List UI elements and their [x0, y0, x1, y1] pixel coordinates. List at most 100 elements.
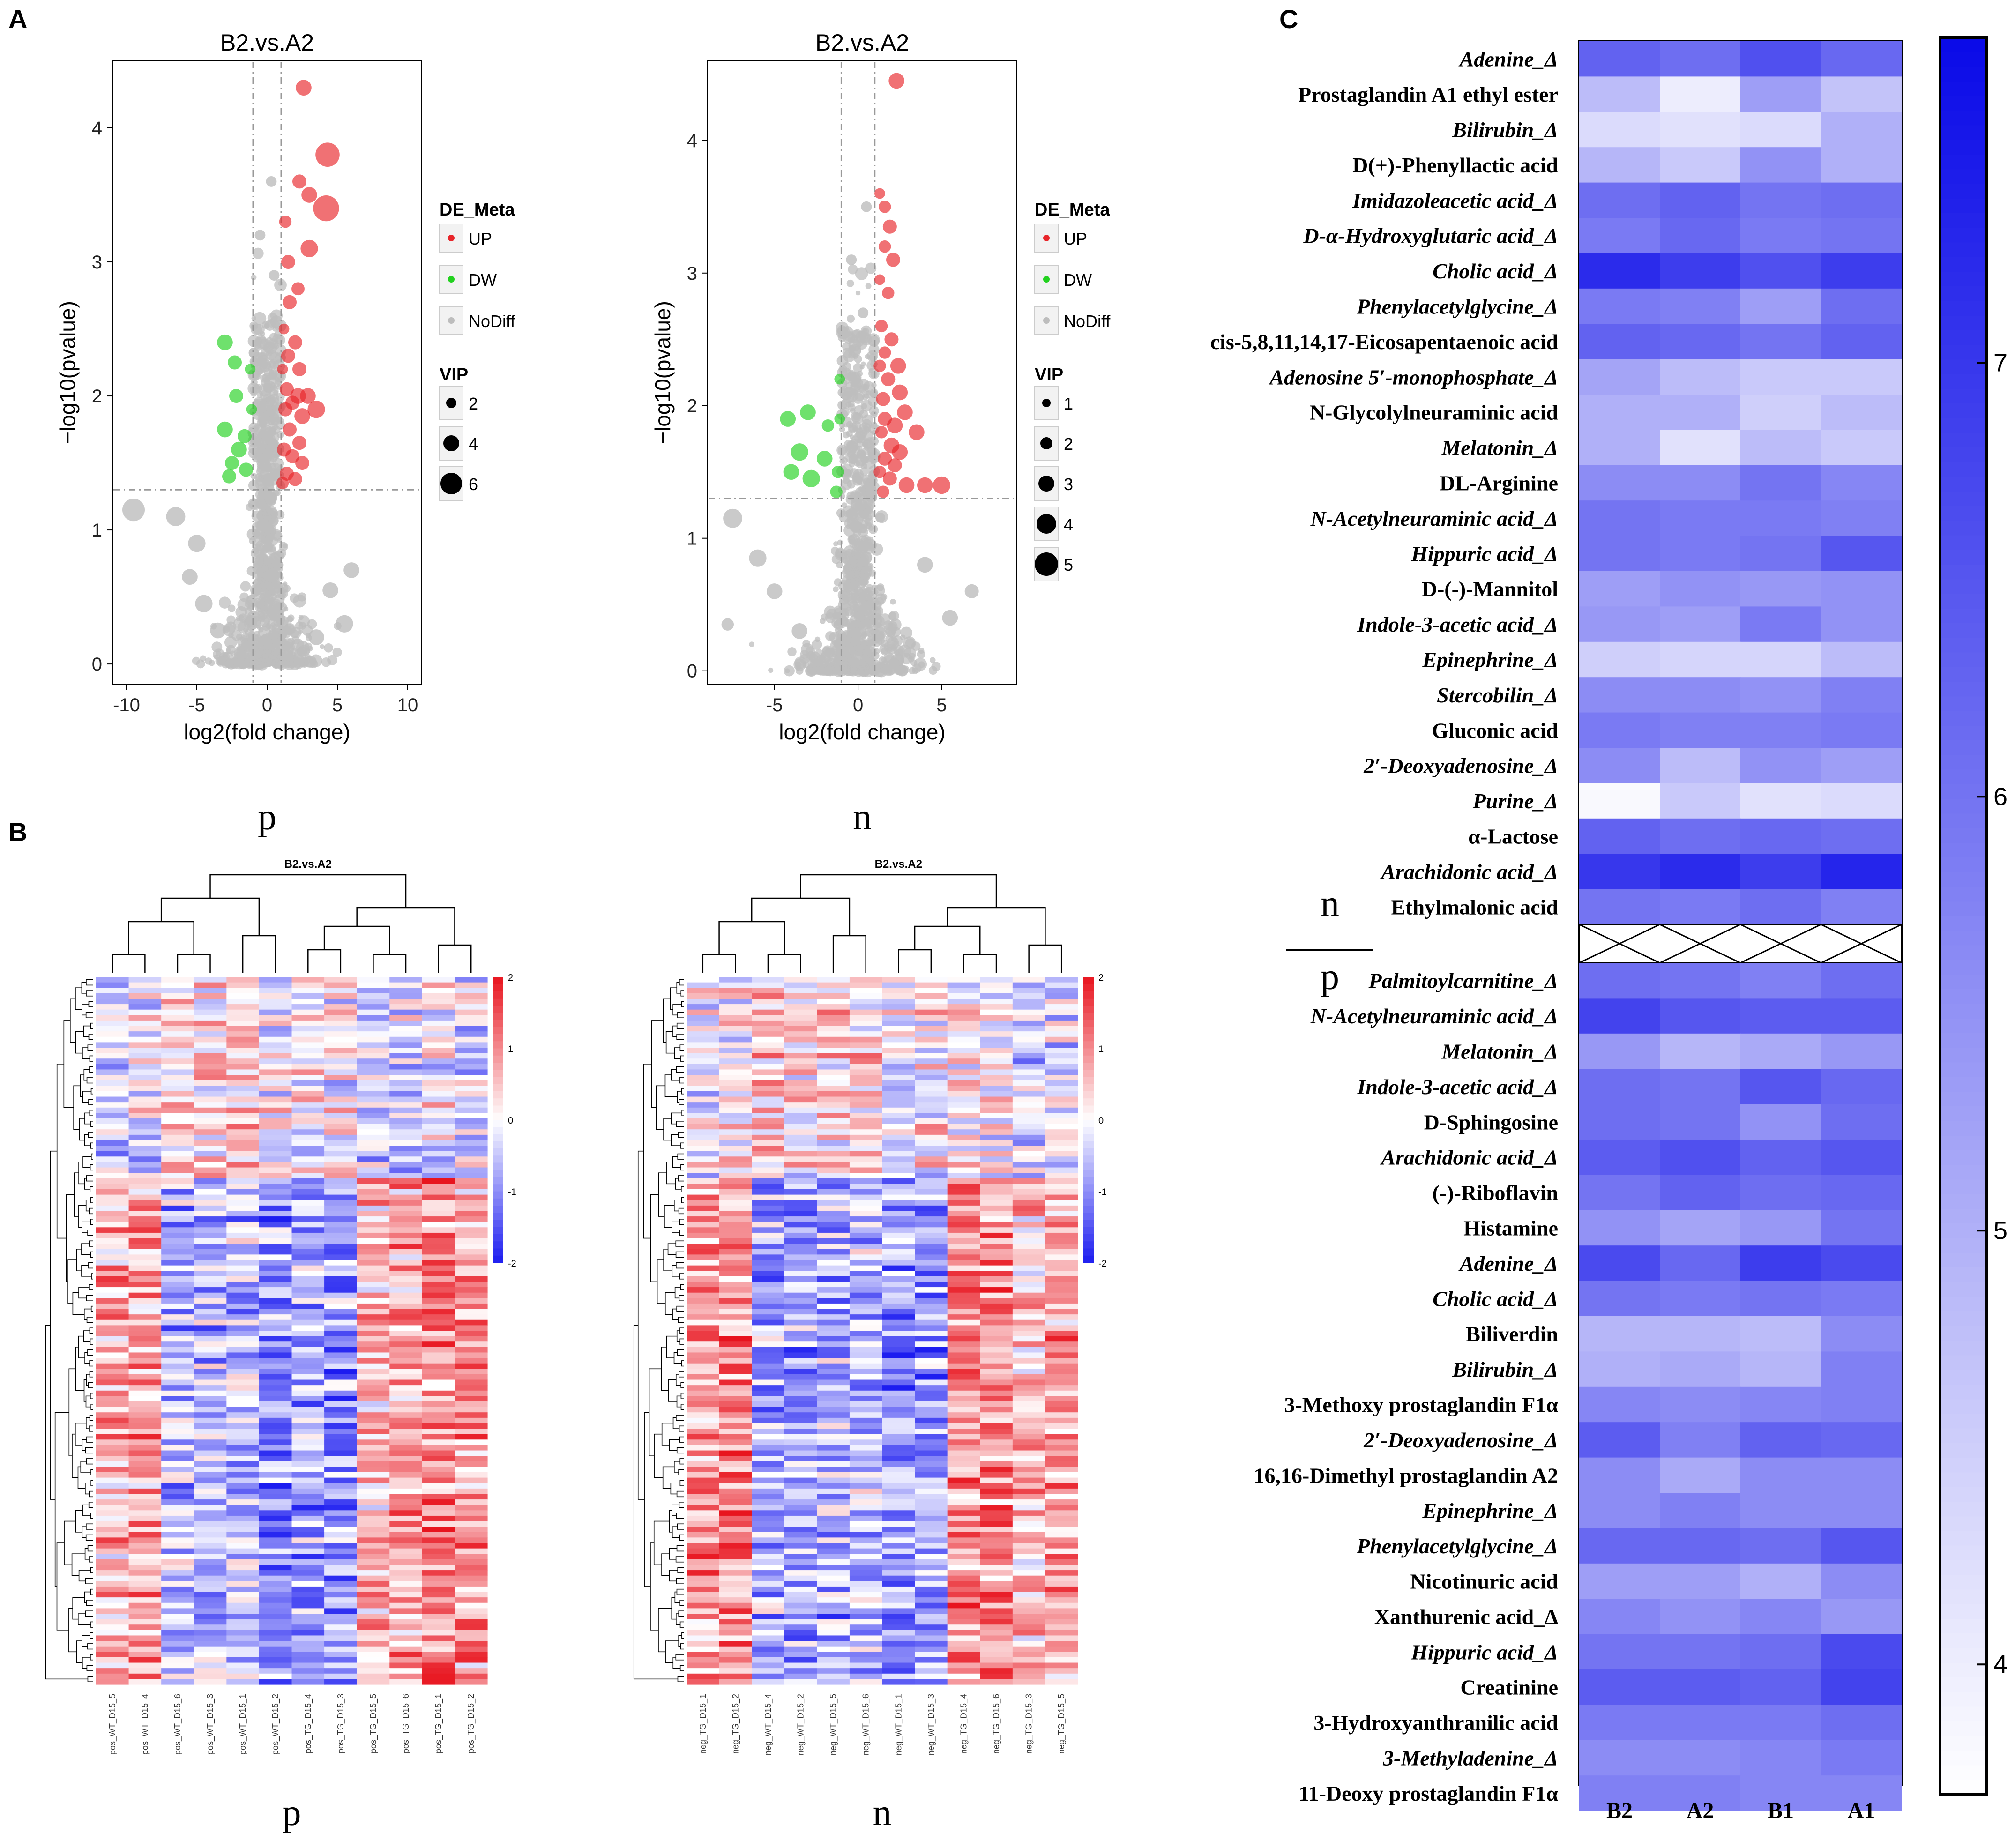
heatmap-cell [455, 1450, 488, 1456]
heatmap-cell [161, 1200, 194, 1206]
heatmap-cell [947, 1075, 980, 1081]
heatmap-cell [849, 1472, 883, 1478]
dendrogram-link [86, 1175, 93, 1182]
heatmap-cell [849, 1510, 883, 1516]
metabolite-point-up [278, 323, 290, 335]
heatmap-cell [194, 1211, 227, 1217]
heatmap-cell [752, 1205, 785, 1212]
heatmap-cell [96, 1227, 129, 1233]
heatmap-cell [817, 1124, 850, 1130]
heatmap-cell [882, 1096, 915, 1103]
heatmap-cell [947, 1292, 980, 1298]
heatmap-cell [915, 1319, 948, 1326]
heatmap-cell [947, 1336, 980, 1342]
heatmap-cell [226, 1630, 260, 1636]
heatmap-cell [226, 1282, 260, 1288]
heatmap-cell [194, 1515, 227, 1522]
heatmap-cell [784, 1494, 817, 1500]
heatmap-cell [1045, 1134, 1078, 1141]
dendrogram-link [90, 1022, 93, 1029]
heatmap-cell [357, 1325, 390, 1331]
heatmap-cell [291, 1080, 325, 1086]
heatmap-cell [752, 1505, 785, 1511]
heatmap-cell [752, 1341, 785, 1348]
heatmap-cell [455, 1020, 488, 1027]
heatmap-cell [161, 1336, 194, 1342]
heatmap-cell [849, 1314, 883, 1320]
heatmap-cell [291, 1537, 325, 1543]
heatmap-cell [719, 1358, 752, 1364]
color-scale-step [493, 1170, 503, 1177]
heatmap-cell [324, 1271, 358, 1277]
heatmap-cell [161, 982, 194, 988]
heatmap-cell [161, 1162, 194, 1168]
heatmap-cell [422, 1276, 455, 1282]
heatmap-cell [882, 1527, 915, 1533]
nodiff-point [846, 314, 855, 323]
heatmap-cell [291, 1254, 325, 1260]
heatmap-cell [1012, 1336, 1046, 1342]
heatmap-cell [357, 988, 390, 994]
heatmap-cell [259, 1146, 292, 1152]
nodiff-point [864, 627, 874, 637]
heatmap-cell [849, 1146, 883, 1152]
heatmap-cell [752, 1004, 785, 1010]
heatmap-cell [194, 1363, 227, 1369]
heatmap-cell [1045, 1456, 1078, 1462]
heatmap-cell [817, 1461, 850, 1467]
heatmap-cell [687, 1238, 720, 1244]
heatmap-cell [422, 1445, 455, 1451]
heatmap-cell [915, 1456, 948, 1462]
dendrogram-link [71, 1553, 85, 1576]
heatmap-cell [752, 1091, 785, 1097]
legend-item-label: UP [1064, 229, 1087, 248]
heatmap-cell [947, 1325, 980, 1331]
metabolite-point-up [296, 80, 312, 96]
heatmap-cell [291, 1374, 325, 1380]
heatmap-cell [291, 1146, 325, 1152]
heatmap-cell [422, 1358, 455, 1364]
heatmap-cell [357, 1015, 390, 1021]
heatmap-cell [1012, 1009, 1046, 1015]
heatmap-cell [291, 1194, 325, 1200]
heatmap-cell [291, 1347, 325, 1353]
nodiff-point [846, 279, 854, 287]
heatmap-cell [324, 1477, 358, 1483]
heatmap-cell [128, 1319, 162, 1326]
metabolite-point-dw [229, 389, 243, 403]
heatmap-cell [291, 1499, 325, 1505]
heatmap-cell [1012, 1369, 1046, 1375]
nodiff-point [858, 587, 867, 595]
heatmap-cell [357, 1075, 390, 1081]
heatmap-cell [784, 1434, 817, 1440]
heatmap-cell [291, 1064, 325, 1070]
heatmap-cell [915, 1314, 948, 1320]
heatmap-cell [422, 999, 455, 1005]
heatmap-cell [357, 1244, 390, 1250]
heatmap-cell [1045, 1265, 1078, 1271]
heatmap-cell [1012, 1080, 1046, 1086]
heatmap-cell [389, 1407, 423, 1413]
heatmap-cell [226, 1146, 260, 1152]
heatmap-cell [719, 1445, 752, 1451]
heatmap-cell [849, 1527, 883, 1533]
heatmap-cell [687, 1091, 720, 1097]
heatmap-cell [980, 1216, 1013, 1222]
heatmap-cell [161, 1369, 194, 1375]
heatmap-cell [389, 1064, 423, 1070]
heatmap-cell [291, 1483, 325, 1489]
heatmap-cell [226, 1586, 260, 1593]
heatmap-cell [784, 1417, 817, 1424]
heatmap-cell [1045, 1309, 1078, 1315]
heatmap-cell [128, 1053, 162, 1059]
heatmap-cell [128, 1069, 162, 1075]
heatmap-cell [719, 1031, 752, 1037]
heatmap-cell [980, 1325, 1013, 1331]
heatmap-cell [291, 1238, 325, 1244]
heatmap-cell [226, 1336, 260, 1342]
heatmap-cell [455, 1543, 488, 1549]
heatmap-cell [194, 1091, 227, 1097]
heatmap-cell [324, 1205, 358, 1212]
nodiff-point [871, 382, 877, 388]
heatmap-cell [324, 1292, 358, 1298]
